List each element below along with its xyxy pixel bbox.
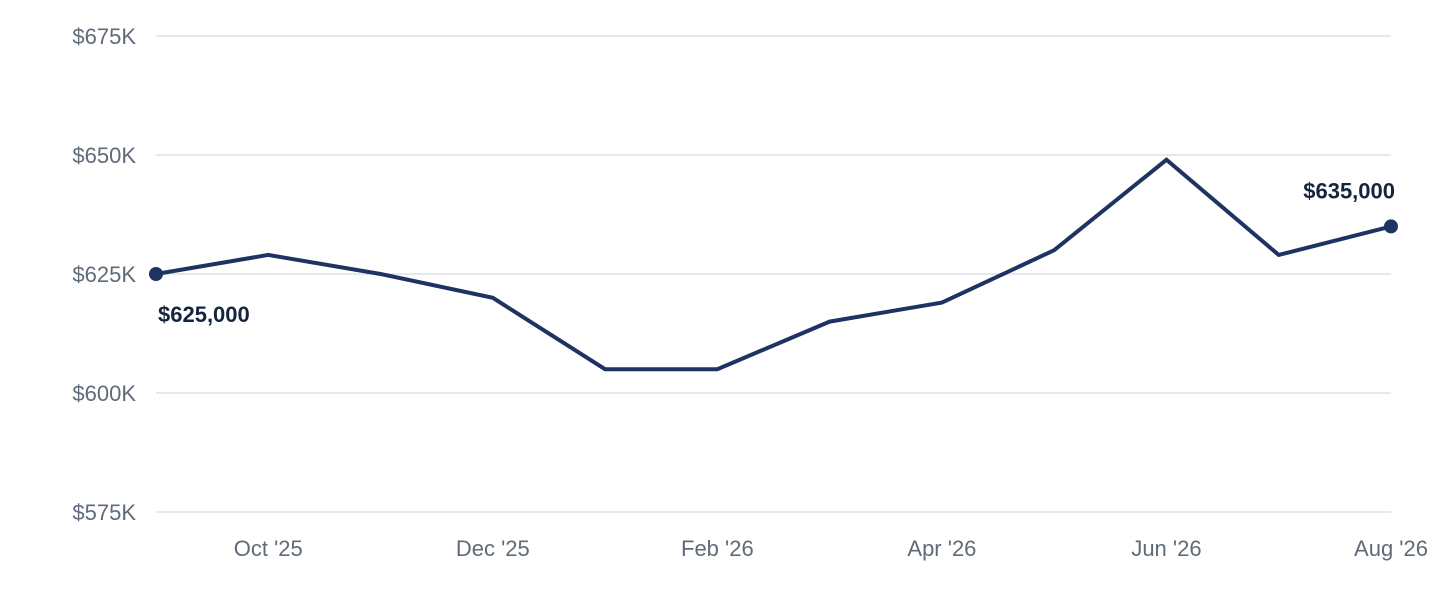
- x-tick-label: Feb '26: [681, 536, 754, 561]
- y-tick-label: $625K: [72, 262, 136, 287]
- data-label: $635,000: [1303, 178, 1395, 203]
- y-tick-label: $650K: [72, 143, 136, 168]
- data-point-marker: [1384, 219, 1398, 234]
- data-point-marker: [149, 267, 163, 281]
- data-label: $625,000: [158, 302, 250, 327]
- x-tick-label: Aug '26: [1354, 536, 1428, 561]
- y-axis: $575K $600K $625K $650K $675K: [72, 24, 136, 525]
- x-axis: Oct '25 Dec '25 Feb '26 Apr '26 Jun '26 Aug '…: [234, 536, 1428, 561]
- y-tick-label: $575K: [72, 500, 136, 525]
- y-tick-label: $675K: [72, 24, 136, 49]
- series-layer: [155, 157, 1392, 372]
- x-tick-label: Jun '26: [1131, 536, 1201, 561]
- x-tick-label: Oct '25: [234, 536, 303, 561]
- x-tick-label: Apr '26: [907, 536, 976, 561]
- grid-layer: [156, 35, 1391, 513]
- y-tick-label: $600K: [72, 381, 136, 406]
- series-line: [155, 157, 1392, 372]
- x-tick-label: Dec '25: [456, 536, 530, 561]
- annotation-layer: $625,000 $635,000: [149, 178, 1398, 327]
